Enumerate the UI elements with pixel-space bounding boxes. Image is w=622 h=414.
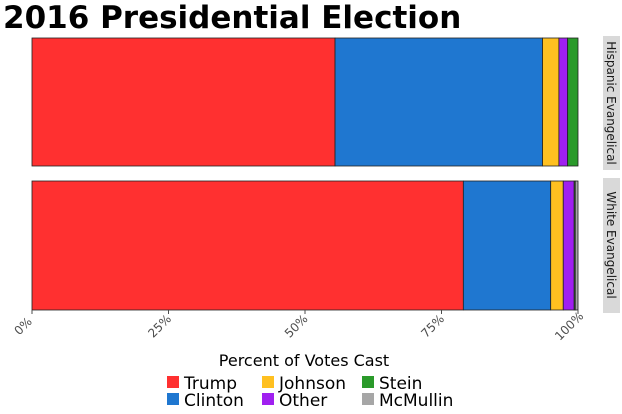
x-axis: 0% 25% 50% 75% 100%	[11, 309, 586, 343]
legend-label-trump: Trump	[183, 374, 237, 394]
x-axis-title: Percent of Votes Cast	[219, 351, 389, 370]
legend-key-mcmullin	[362, 393, 374, 405]
facet-panel	[31, 180, 579, 311]
facet-label-white-evangelical: White Evangelical	[604, 191, 618, 298]
legend-key-other	[262, 393, 274, 405]
bar-segment-trump	[31, 37, 336, 167]
facet-strip-top: Hispanic Evangelical	[603, 36, 620, 170]
legend-label-johnson: Johnson	[278, 374, 346, 394]
legend-key-trump	[167, 376, 179, 388]
chart-title: 2016 Presidential Election	[3, 0, 461, 36]
legend-key-johnson	[262, 376, 274, 388]
legend-label-stein: Stein	[379, 374, 422, 394]
bar-segment-other	[562, 180, 575, 311]
facet-strip-background	[603, 178, 620, 313]
bar-segment-other	[558, 37, 569, 167]
x-tick-label: 25%	[145, 312, 174, 341]
x-tick-label: 75%	[418, 312, 447, 341]
bar-segment-mcmullin	[574, 180, 579, 311]
legend-label-other: Other	[279, 391, 327, 411]
facet-panel	[31, 37, 579, 167]
bar-segment-clinton	[462, 180, 552, 311]
bar-segment-stein	[567, 37, 579, 167]
bar-segment-johnson	[542, 37, 560, 167]
x-tick-label: 0%	[11, 314, 34, 337]
x-tick-label: 100%	[552, 309, 586, 343]
plot-area	[31, 37, 579, 311]
facet-label-hispanic-evangelical: Hispanic Evangelical	[604, 41, 618, 165]
x-tick-label: 50%	[282, 312, 311, 341]
legend-label-mcmullin: McMullin	[379, 391, 453, 411]
legend-key-stein	[362, 376, 374, 388]
bar-segment-johnson	[550, 180, 564, 311]
bar-segment-trump	[31, 180, 464, 311]
facet-strip-background	[603, 36, 620, 170]
legend-key-clinton	[167, 393, 179, 405]
bar-segment-clinton	[334, 37, 543, 167]
legend-label-clinton: Clinton	[184, 391, 244, 411]
facet-strip-bottom: White Evangelical	[603, 178, 620, 313]
